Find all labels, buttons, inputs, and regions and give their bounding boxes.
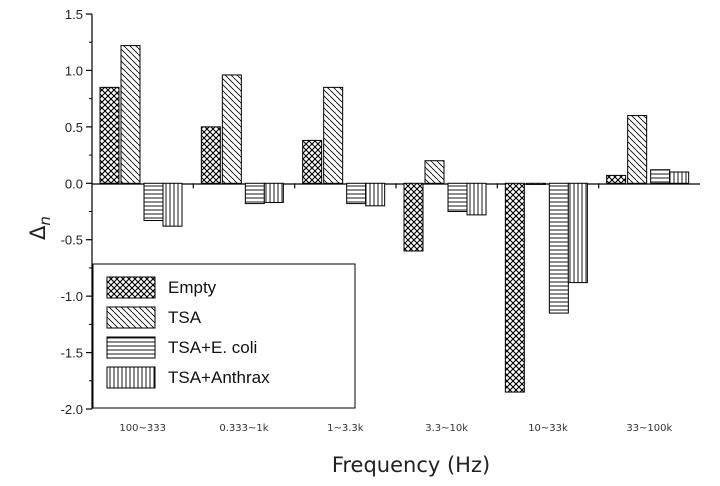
y-tick-label: -1.5 bbox=[61, 346, 83, 361]
bar-crosshatch bbox=[200, 126, 221, 184]
x-axis-title: Frequency (Hz) bbox=[332, 453, 490, 477]
y-axis-title-main: Δ bbox=[26, 225, 50, 240]
bar-horizontal bbox=[447, 182, 468, 213]
bar-vertical bbox=[365, 182, 386, 207]
legend-swatch-horizontal bbox=[106, 336, 156, 359]
legend: Empty TSA TSA+E. coli TSA+Anthrax bbox=[92, 263, 356, 409]
bar-horizontal bbox=[548, 182, 569, 314]
y-tick-label: -1.0 bbox=[61, 289, 83, 304]
y-tick-label: 0.0 bbox=[65, 176, 83, 191]
bar-vertical bbox=[669, 171, 690, 184]
bar-diagonal bbox=[221, 74, 242, 184]
category-label: 1~3.3k bbox=[327, 423, 364, 434]
bar-diagonal bbox=[323, 86, 344, 184]
bar-horizontal bbox=[346, 182, 367, 205]
y-tick-label: 0.5 bbox=[65, 120, 83, 135]
bar-crosshatch bbox=[302, 139, 323, 184]
x-axis-ticks bbox=[192, 183, 600, 189]
bar-horizontal bbox=[244, 182, 265, 205]
bar-crosshatch bbox=[99, 86, 120, 184]
y-tick-label: -2.0 bbox=[61, 402, 83, 417]
category-labels: 100~333 0.333~1k 1~3.3k 3.3~10k 10~33k 33~100… bbox=[119, 423, 672, 434]
bar-crosshatch bbox=[606, 174, 627, 184]
bar-diagonal bbox=[525, 182, 546, 185]
legend-label: TSA bbox=[168, 308, 202, 327]
y-tick-label: 1.5 bbox=[65, 7, 83, 22]
legend-label: TSA+E. coli bbox=[168, 338, 257, 357]
bar-horizontal bbox=[650, 169, 671, 184]
y-tick-label: 1.0 bbox=[65, 63, 83, 78]
category-label: 10~33k bbox=[528, 423, 568, 434]
legend-label: TSA+Anthrax bbox=[168, 368, 270, 387]
legend-swatch-crosshatch bbox=[106, 276, 156, 299]
bar-vertical bbox=[263, 182, 284, 203]
category-label: 100~333 bbox=[119, 423, 166, 434]
bar-vertical bbox=[567, 182, 588, 284]
bar-horizontal bbox=[143, 182, 164, 222]
category-label: 3.3~10k bbox=[425, 423, 468, 434]
bar-diagonal bbox=[424, 160, 445, 184]
category-label: 0.333~1k bbox=[219, 423, 268, 434]
y-tick-label: -0.5 bbox=[61, 233, 83, 248]
y-axis-title: Δn bbox=[26, 216, 54, 240]
bar-crosshatch bbox=[504, 182, 525, 393]
y-axis-ticks: 1.5 1.0 0.5 0.0 -0.5 -1.0 -1.5 -2.0 bbox=[61, 7, 92, 417]
category-label: 33~100k bbox=[626, 423, 672, 434]
legend-label: Empty bbox=[168, 278, 217, 297]
y-axis-title-sub: n bbox=[36, 216, 54, 226]
bar-diagonal bbox=[627, 115, 648, 184]
bar-vertical bbox=[162, 182, 183, 227]
bar-crosshatch bbox=[403, 182, 424, 252]
bar-diagonal bbox=[120, 45, 141, 184]
legend-swatch-vertical bbox=[106, 366, 156, 389]
bars bbox=[99, 45, 690, 393]
bar-vertical bbox=[466, 182, 487, 216]
legend-swatch-diagonal bbox=[106, 306, 156, 329]
